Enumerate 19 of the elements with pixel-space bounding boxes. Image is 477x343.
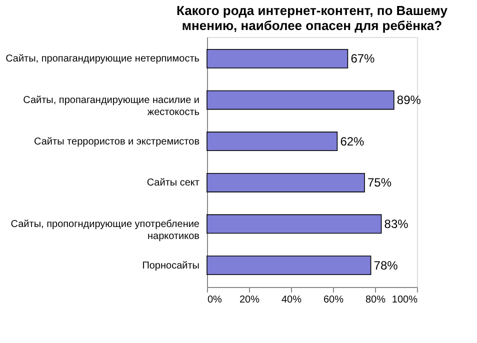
y-tick-label: Сайты террористов и экстремистов: [34, 136, 200, 148]
x-tick-label: 20%: [239, 294, 260, 306]
data-label: 75%: [368, 176, 392, 190]
x-tick-label: 100%: [392, 294, 418, 306]
data-label: 78%: [374, 258, 398, 272]
data-label: 89%: [396, 93, 422, 108]
data-label: 62%: [340, 134, 365, 148]
x-tick-label: 0%: [208, 294, 222, 306]
x-tick-label: 60%: [323, 294, 344, 306]
chart-title: Какого рода интернет-контент, по Вашему мнению, наиболее опасен для ребёнка?: [176, 3, 448, 33]
y-tick-label: Сайты, пропагандирующие насилие и жестокость: [23, 95, 200, 118]
x-tick-label: 80%: [365, 294, 386, 306]
data-label: 67%: [350, 52, 376, 66]
data-label: 83%: [384, 216, 409, 231]
y-tick-label: Сайты, пропагандирующие нетерпимость: [6, 54, 200, 65]
y-tick-label: Порносайты: [142, 260, 200, 272]
y-tick-label: Сайты сект: [146, 178, 200, 189]
x-tick-label: 40%: [281, 294, 302, 306]
y-tick-label: Сайты, пропогндирующие употребление наркотиков: [10, 218, 200, 242]
